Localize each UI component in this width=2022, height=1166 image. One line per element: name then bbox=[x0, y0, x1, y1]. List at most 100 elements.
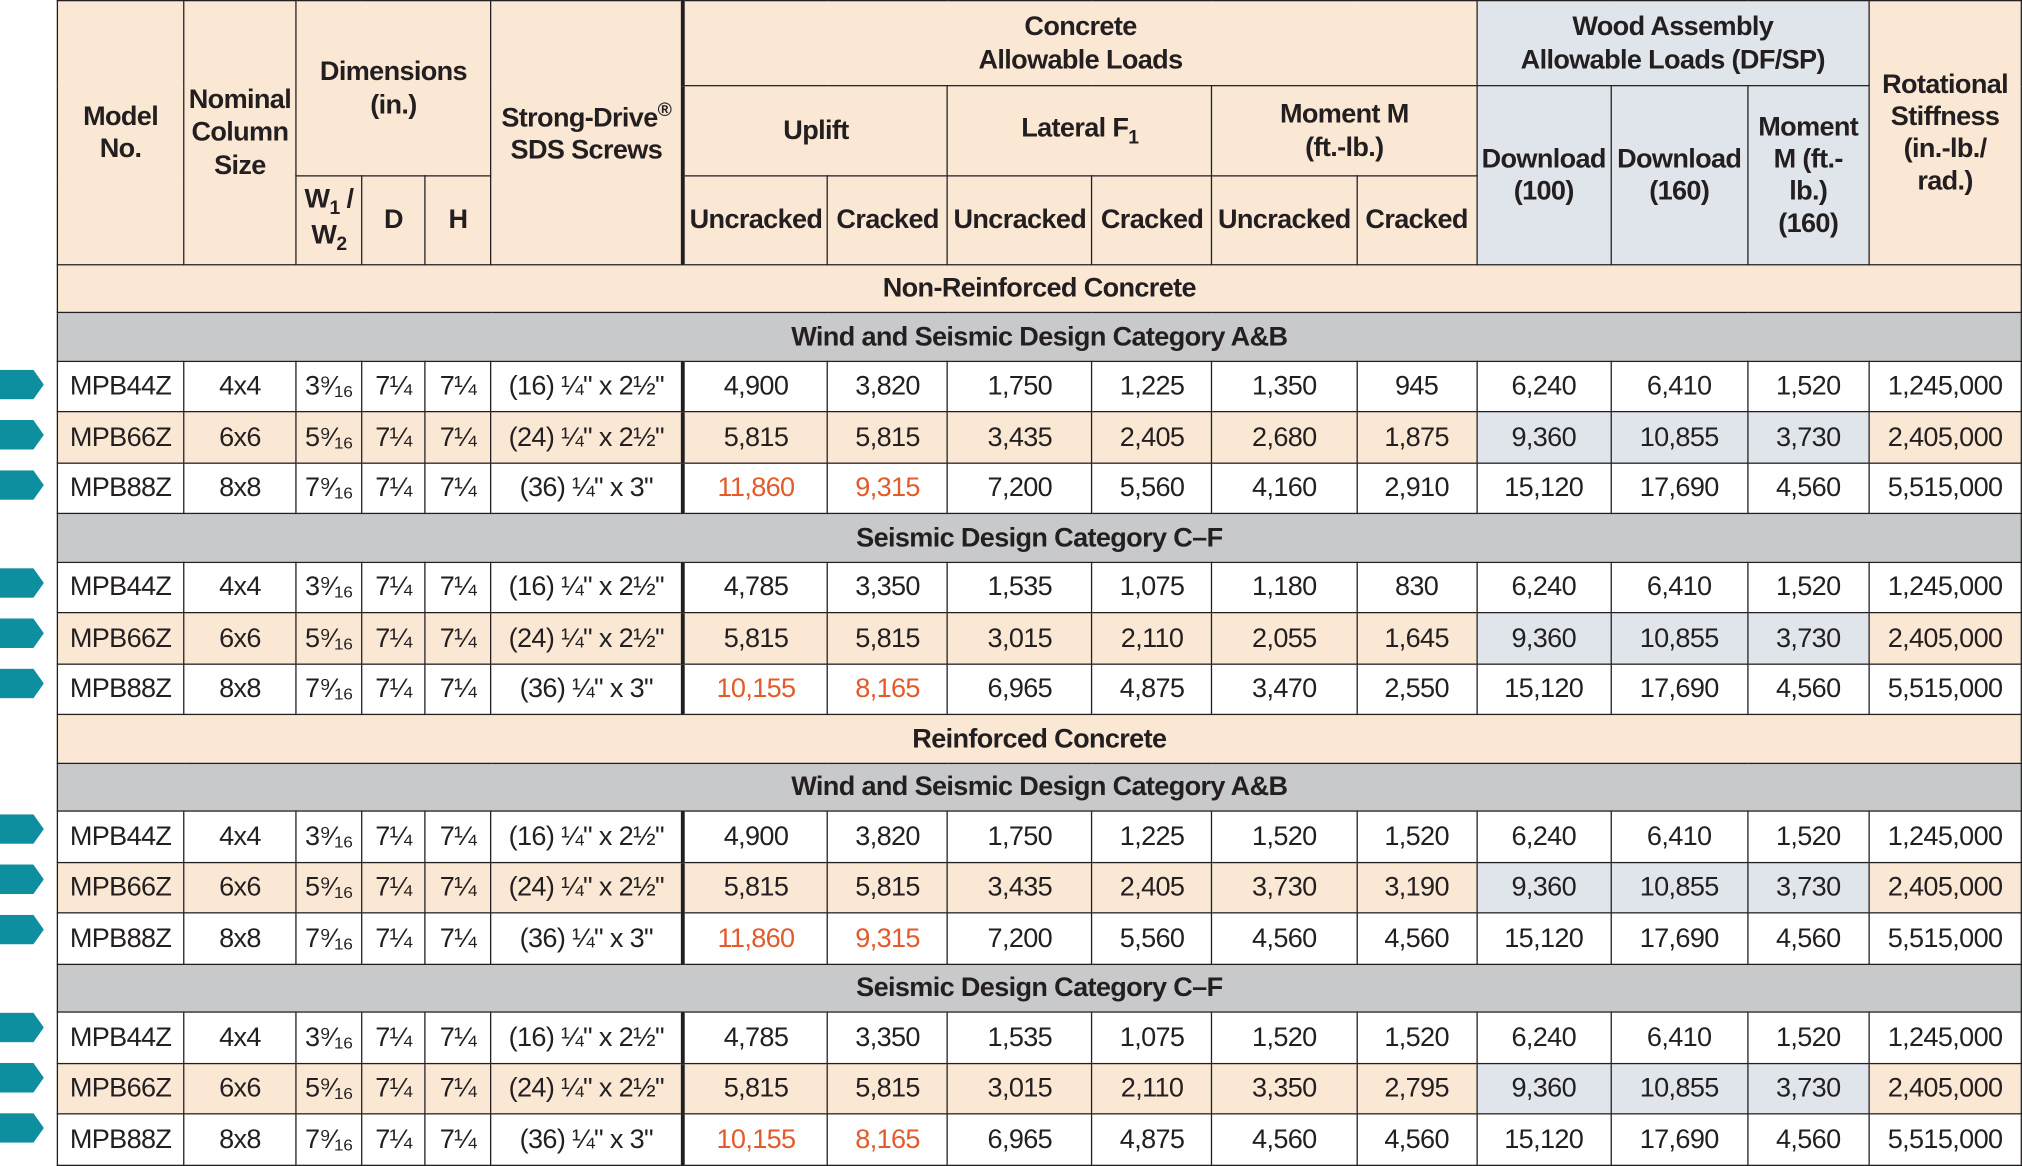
column-size-cell: 6x6 bbox=[183, 1062, 297, 1115]
header-lateral: Lateral F1 bbox=[946, 85, 1213, 177]
depth-cell: 7¼ bbox=[361, 612, 426, 665]
moment-uncracked-cell: 2,680 bbox=[1211, 411, 1358, 464]
table-row: MPB44Z 4x4 3⁹⁄₁₆ 7¼ 7¼ (16) ¼" x 2½" 4,785 3,35… bbox=[56, 561, 2022, 614]
width-cell: 5⁹⁄₁₆ bbox=[295, 1062, 363, 1115]
width-cell: 5⁹⁄₁₆ bbox=[295, 411, 363, 464]
rotational-stiffness-cell: 5,515,000 bbox=[1868, 1113, 2022, 1166]
download-100-cell: 6,240 bbox=[1476, 360, 1612, 413]
uplift-uncracked-cell: 5,815 bbox=[681, 411, 829, 464]
height-cell: 7¼ bbox=[424, 612, 492, 665]
model-cell: MPB88Z bbox=[56, 912, 185, 965]
moment-cracked-cell: 1,645 bbox=[1355, 612, 1478, 665]
table-row: MPB88Z 8x8 7⁹⁄₁₆ 7¼ 7¼ (36) ¼" x 3" 11,860 9,31… bbox=[56, 912, 2022, 965]
rotational-stiffness-cell: 5,515,000 bbox=[1868, 912, 2022, 965]
uplift-cracked-cell: 3,350 bbox=[826, 1011, 949, 1064]
screws-cell: (16) ¼" x 2½" bbox=[490, 810, 684, 864]
header-uplift-cracked: Cracked bbox=[826, 175, 949, 266]
table-row: MPB88Z 8x8 7⁹⁄₁₆ 7¼ 7¼ (36) ¼" x 3" 10,155 8,16… bbox=[56, 1113, 2022, 1166]
depth-cell: 7¼ bbox=[361, 1011, 426, 1064]
model-cell: MPB44Z bbox=[56, 561, 185, 614]
group-title: Seismic Design Category C–F bbox=[56, 963, 2022, 1014]
rotational-stiffness-cell: 1,245,000 bbox=[1868, 360, 2022, 413]
lateral-cracked-cell: 4,875 bbox=[1091, 663, 1213, 716]
moment-cracked-cell: 830 bbox=[1355, 561, 1478, 614]
lateral-cracked-cell: 2,110 bbox=[1091, 612, 1213, 665]
uplift-uncracked-cell: 11,860 bbox=[681, 462, 829, 515]
header-wood-assembly: Wood Assembly Allowable Loads (DF/SP) bbox=[1476, 0, 1870, 87]
moment-cracked-cell: 945 bbox=[1355, 360, 1478, 413]
header-wood-moment: Moment M (ft.-lb.) (160) bbox=[1746, 85, 1870, 266]
row-marker-icon bbox=[0, 814, 44, 844]
row-marker-icon bbox=[0, 568, 44, 598]
table-row: MPB66Z 6x6 5⁹⁄₁₆ 7¼ 7¼ (24) ¼" x 2½" 5,815 5,81… bbox=[56, 1062, 2022, 1115]
screws-cell: (36) ¼" x 3" bbox=[490, 1113, 684, 1166]
lateral-cracked-cell: 5,560 bbox=[1091, 462, 1213, 515]
section-row: Reinforced Concrete bbox=[56, 714, 2022, 764]
uplift-uncracked-cell: 10,155 bbox=[681, 663, 829, 716]
header-download-100: Download (100) bbox=[1476, 85, 1612, 266]
screws-cell: (36) ¼" x 3" bbox=[490, 912, 684, 965]
row-marker-icon bbox=[0, 1062, 44, 1093]
wood-moment-cell: 4,560 bbox=[1746, 1113, 1870, 1166]
download-160-cell: 6,410 bbox=[1610, 360, 1749, 413]
screws-cell: (16) ¼" x 2½" bbox=[490, 360, 684, 413]
screws-cell: (24) ¼" x 2½" bbox=[490, 1062, 684, 1115]
lateral-cracked-cell: 2,110 bbox=[1091, 1062, 1213, 1115]
download-160-cell: 17,690 bbox=[1610, 663, 1749, 716]
group-row: Wind and Seismic Design Category A&B bbox=[56, 312, 2022, 362]
lateral-uncracked-cell: 6,965 bbox=[946, 1113, 1093, 1166]
moment-uncracked-cell: 1,520 bbox=[1211, 1011, 1358, 1064]
column-size-cell: 8x8 bbox=[183, 462, 297, 515]
height-cell: 7¼ bbox=[424, 861, 492, 914]
width-cell: 5⁹⁄₁₆ bbox=[295, 861, 363, 914]
depth-cell: 7¼ bbox=[361, 561, 426, 614]
uplift-cracked-cell: 8,165 bbox=[826, 1113, 949, 1166]
height-cell: 7¼ bbox=[424, 810, 492, 864]
depth-cell: 7¼ bbox=[361, 411, 426, 464]
screws-cell: (24) ¼" x 2½" bbox=[490, 612, 684, 665]
header-screws: Strong-Drive® SDS Screws bbox=[490, 0, 684, 266]
header-model: Model No. bbox=[56, 0, 185, 266]
column-size-cell: 8x8 bbox=[183, 663, 297, 716]
depth-cell: 7¼ bbox=[361, 861, 426, 914]
uplift-uncracked-cell: 10,155 bbox=[681, 1113, 829, 1166]
column-size-cell: 4x4 bbox=[183, 810, 297, 864]
header-uplift-uncracked: Uncracked bbox=[681, 175, 829, 266]
download-100-cell: 6,240 bbox=[1476, 561, 1612, 614]
depth-cell: 7¼ bbox=[361, 1062, 426, 1115]
download-160-cell: 17,690 bbox=[1610, 462, 1749, 515]
width-cell: 7⁹⁄₁₆ bbox=[295, 663, 363, 716]
width-cell: 3⁹⁄₁₆ bbox=[295, 1011, 363, 1064]
uplift-cracked-cell: 3,350 bbox=[826, 561, 949, 614]
rotational-stiffness-cell: 1,245,000 bbox=[1868, 810, 2022, 864]
model-cell: MPB66Z bbox=[56, 1062, 185, 1115]
uplift-cracked-cell: 5,815 bbox=[826, 612, 949, 665]
lateral-cracked-cell: 1,225 bbox=[1091, 360, 1213, 413]
uplift-cracked-cell: 5,815 bbox=[826, 1062, 949, 1115]
wood-moment-cell: 4,560 bbox=[1746, 912, 1870, 965]
download-160-cell: 6,410 bbox=[1610, 810, 1749, 864]
depth-cell: 7¼ bbox=[361, 360, 426, 413]
depth-cell: 7¼ bbox=[361, 462, 426, 515]
download-100-cell: 9,360 bbox=[1476, 612, 1612, 665]
section-title: Reinforced Concrete bbox=[56, 714, 2022, 764]
uplift-cracked-cell: 5,815 bbox=[826, 411, 949, 464]
table-row: MPB44Z 4x4 3⁹⁄₁₆ 7¼ 7¼ (16) ¼" x 2½" 4,900 3,82… bbox=[56, 810, 2022, 864]
moment-uncracked-cell: 1,520 bbox=[1211, 810, 1358, 864]
spec-table: Model No. Nominal Column Size Dimensions… bbox=[56, 0, 2022, 1166]
uplift-cracked-cell: 3,820 bbox=[826, 810, 949, 864]
height-cell: 7¼ bbox=[424, 1062, 492, 1115]
row-marker-icon bbox=[0, 470, 44, 500]
screws-cell: (24) ¼" x 2½" bbox=[490, 861, 684, 914]
download-100-cell: 15,120 bbox=[1476, 912, 1612, 965]
moment-cracked-cell: 1,520 bbox=[1355, 810, 1478, 864]
row-marker-icon bbox=[0, 864, 44, 895]
download-100-cell: 15,120 bbox=[1476, 462, 1612, 515]
rotational-stiffness-cell: 5,515,000 bbox=[1868, 462, 2022, 515]
rotational-stiffness-cell: 1,245,000 bbox=[1868, 1011, 2022, 1064]
moment-uncracked-cell: 2,055 bbox=[1211, 612, 1358, 665]
download-100-cell: 6,240 bbox=[1476, 810, 1612, 864]
wood-moment-cell: 4,560 bbox=[1746, 663, 1870, 716]
column-size-cell: 6x6 bbox=[183, 861, 297, 914]
